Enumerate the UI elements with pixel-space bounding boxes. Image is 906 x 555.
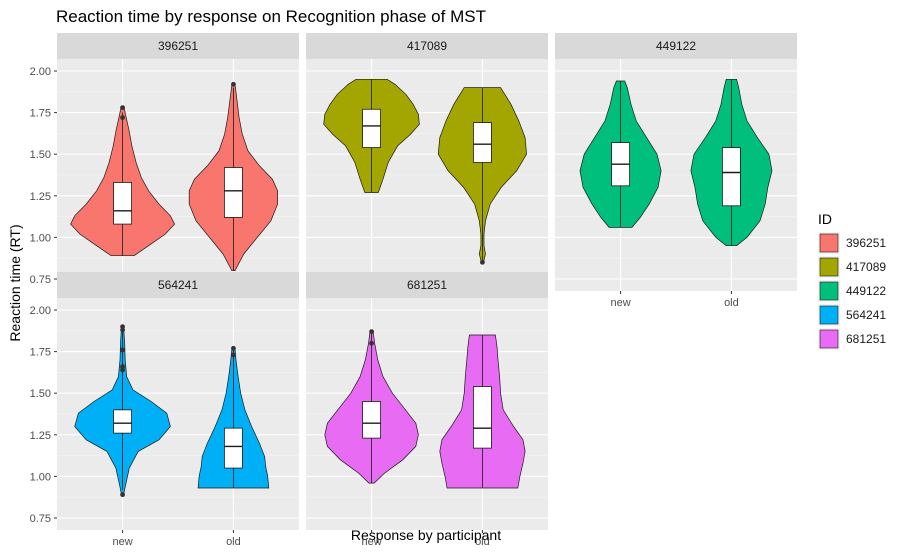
legend-item: 564241 <box>818 304 886 326</box>
outlier-point <box>231 81 236 87</box>
legend-swatch <box>819 305 839 325</box>
outlier-point <box>120 367 125 373</box>
facet-strip-label: 564241 <box>158 278 198 292</box>
legend-label: 449122 <box>846 284 886 298</box>
y-tick-label: 1.25 <box>30 430 51 442</box>
outlier-point <box>120 324 125 330</box>
box <box>224 427 243 469</box>
x-tick-label: new <box>610 297 630 309</box>
facet-strip <box>555 33 797 59</box>
box <box>722 147 741 207</box>
facet-panel: 681251 new old <box>306 272 548 548</box>
legend-title: ID <box>818 211 832 227</box>
facet-strip-label: 417089 <box>407 39 447 53</box>
box <box>473 386 492 449</box>
legend-swatch <box>819 281 839 301</box>
legend-item: 449122 <box>818 280 886 302</box>
outlier-point <box>120 105 125 111</box>
legend: 396251 417089 449122 564241 681251 <box>818 232 886 350</box>
facet-strip <box>306 33 548 59</box>
outlier-point <box>369 340 374 346</box>
legend-item: 396251 <box>818 232 886 254</box>
y-tick-label: 2.00 <box>30 305 51 317</box>
legend-item: 681251 <box>818 328 886 350</box>
x-tick-label: old <box>724 297 739 309</box>
panels: 396251 0.75 1.00 1.25 1.50 1.75 2.00 417089 4491… <box>30 33 797 548</box>
y-tick-label: 1.25 <box>30 191 51 203</box>
y-tick-label: 1.50 <box>30 149 51 161</box>
y-tick-label: 1.75 <box>30 108 51 120</box>
box <box>224 167 243 218</box>
legend-label: 417089 <box>846 260 886 274</box>
facet-strip <box>306 272 548 298</box>
y-tick-label: 1.00 <box>30 232 51 244</box>
facet-panel: 564241 0.75 1.00 1.25 1.50 1.75 2.00 new old <box>30 272 299 548</box>
outlier-point <box>120 492 125 498</box>
outlier-point <box>480 259 485 265</box>
facet-strip-label: 681251 <box>407 278 447 292</box>
facet-strip-label: 449122 <box>656 39 696 53</box>
y-axis-title: Reaction time (RT) <box>7 224 23 341</box>
y-tick-label: 1.75 <box>30 347 51 359</box>
box <box>113 182 132 225</box>
box <box>362 108 381 148</box>
legend-label: 396251 <box>846 236 886 250</box>
outlier-point <box>369 329 374 335</box>
x-tick-label: old <box>226 536 241 548</box>
legend-item: 417089 <box>818 256 886 278</box>
outlier-point <box>120 364 125 369</box>
facet-strip <box>57 272 299 298</box>
chart-title: Reaction time by response on Recognition… <box>56 7 486 26</box>
facet-panel: 396251 0.75 1.00 1.25 1.50 1.75 2.00 <box>30 33 299 291</box>
x-tick-label: new <box>361 536 381 548</box>
legend-swatch <box>819 233 839 253</box>
outlier-point <box>120 115 125 120</box>
facet-panel: 449122 new old <box>555 33 797 309</box>
legend-label: 564241 <box>846 308 886 322</box>
y-tick-label: 0.75 <box>30 274 51 286</box>
box <box>473 122 492 163</box>
box <box>113 409 132 434</box>
outlier-point <box>120 327 125 333</box>
box <box>362 401 381 439</box>
outlier-point <box>231 352 236 358</box>
x-tick-label: old <box>475 536 490 548</box>
y-tick-label: 1.50 <box>30 388 51 400</box>
legend-label: 681251 <box>846 332 886 346</box>
x-tick-label: new <box>112 536 132 548</box>
legend-swatch <box>819 329 839 349</box>
facet-panel: 417089 <box>306 33 548 291</box>
facet-strip <box>57 33 299 59</box>
outlier-point <box>231 345 236 351</box>
legend-swatch <box>819 257 839 277</box>
y-tick-label: 1.00 <box>30 471 51 483</box>
x-axis-title: Response by participant <box>351 527 501 543</box>
outlier-point <box>120 347 125 353</box>
y-tick-label: 0.75 <box>30 513 51 525</box>
facet-strip-label: 396251 <box>158 39 198 53</box>
y-tick-label: 2.00 <box>30 66 51 78</box>
